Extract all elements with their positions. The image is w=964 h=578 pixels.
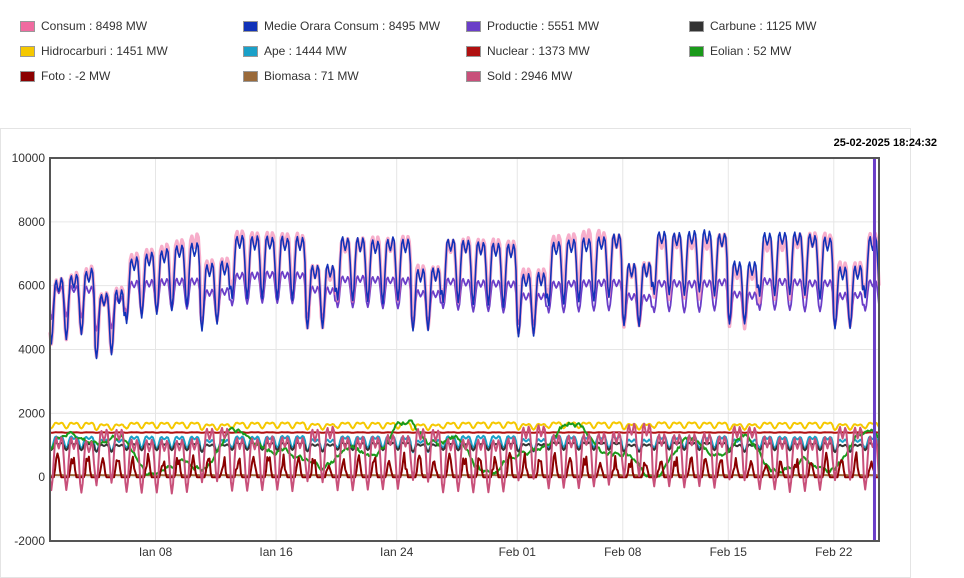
x-tick-label: Ian 24 xyxy=(380,545,414,559)
legend-swatch xyxy=(689,20,704,32)
legend-label: Medie Orara Consum : 8495 MW xyxy=(264,19,441,33)
legend-item[interactable]: Eolian : 52 MW xyxy=(689,44,791,58)
y-tick-label: 0 xyxy=(38,470,45,484)
plot-frame xyxy=(49,157,880,542)
series-line-hidrocarburi xyxy=(49,421,880,432)
series-line-medie-orara-consum xyxy=(49,229,880,360)
legend-item[interactable]: Foto : -2 MW xyxy=(20,69,110,83)
chart-panel xyxy=(0,128,911,578)
legend-label: Foto : -2 MW xyxy=(41,69,111,83)
legend-item[interactable]: Consum : 8498 MW xyxy=(20,19,147,33)
y-tick-label: -2000 xyxy=(14,534,45,548)
legend-item[interactable]: Medie Orara Consum : 8495 MW xyxy=(243,19,440,33)
legend-swatch xyxy=(689,45,704,57)
legend-item[interactable]: Hidrocarburi : 1451 MW xyxy=(20,44,168,58)
x-tick-label: Ian 16 xyxy=(259,545,293,559)
legend-item[interactable]: Nuclear : 1373 MW xyxy=(466,44,590,58)
legend-label: Ape : 1444 MW xyxy=(264,44,347,58)
legend-swatch xyxy=(20,45,35,57)
x-tick-label: Ian 08 xyxy=(139,545,173,559)
legend-item[interactable]: Biomasa : 71 MW xyxy=(243,69,359,83)
y-tick-label: 8000 xyxy=(18,215,45,229)
x-tick-label: Feb 08 xyxy=(604,545,642,559)
legend-label: Biomasa : 71 MW xyxy=(264,69,359,83)
legend-item[interactable]: Carbune : 1125 MW xyxy=(689,19,817,33)
legend-swatch xyxy=(466,70,481,82)
legend-label: Consum : 8498 MW xyxy=(41,19,148,33)
legend-swatch xyxy=(466,20,481,32)
legend-swatch xyxy=(20,20,35,32)
legend-swatch xyxy=(243,20,258,32)
legend-item[interactable]: Ape : 1444 MW xyxy=(243,44,347,58)
legend-label: Productie : 5551 MW xyxy=(487,19,600,33)
y-tick-label: 4000 xyxy=(18,343,45,357)
legend-swatch xyxy=(243,70,258,82)
y-tick-label: 2000 xyxy=(18,406,45,420)
chart-legend: Consum : 8498 MW Medie Orara Consum : 849… xyxy=(0,0,964,100)
legend-label: Sold : 2946 MW xyxy=(487,69,573,83)
y-tick-label: 10000 xyxy=(12,151,46,165)
legend-item[interactable]: Sold : 2946 MW xyxy=(466,69,572,83)
legend-swatch xyxy=(243,45,258,57)
legend-label: Carbune : 1125 MW xyxy=(710,19,817,33)
cursor-timestamp: 25-02-2025 18:24:32 xyxy=(833,137,937,149)
legend-label: Nuclear : 1373 MW xyxy=(487,44,590,58)
legend-swatch xyxy=(466,45,481,57)
legend-label: Hidrocarburi : 1451 MW xyxy=(41,44,168,58)
series-line-sold xyxy=(49,422,880,495)
x-tick-label: Feb 15 xyxy=(710,545,748,559)
x-tick-label: Feb 01 xyxy=(499,545,537,559)
y-tick-label: 6000 xyxy=(18,279,45,293)
legend-label: Eolian : 52 MW xyxy=(710,44,792,58)
legend-swatch xyxy=(20,70,35,82)
x-tick-label: Feb 22 xyxy=(815,545,853,559)
legend-item[interactable]: Productie : 5551 MW xyxy=(466,19,599,33)
